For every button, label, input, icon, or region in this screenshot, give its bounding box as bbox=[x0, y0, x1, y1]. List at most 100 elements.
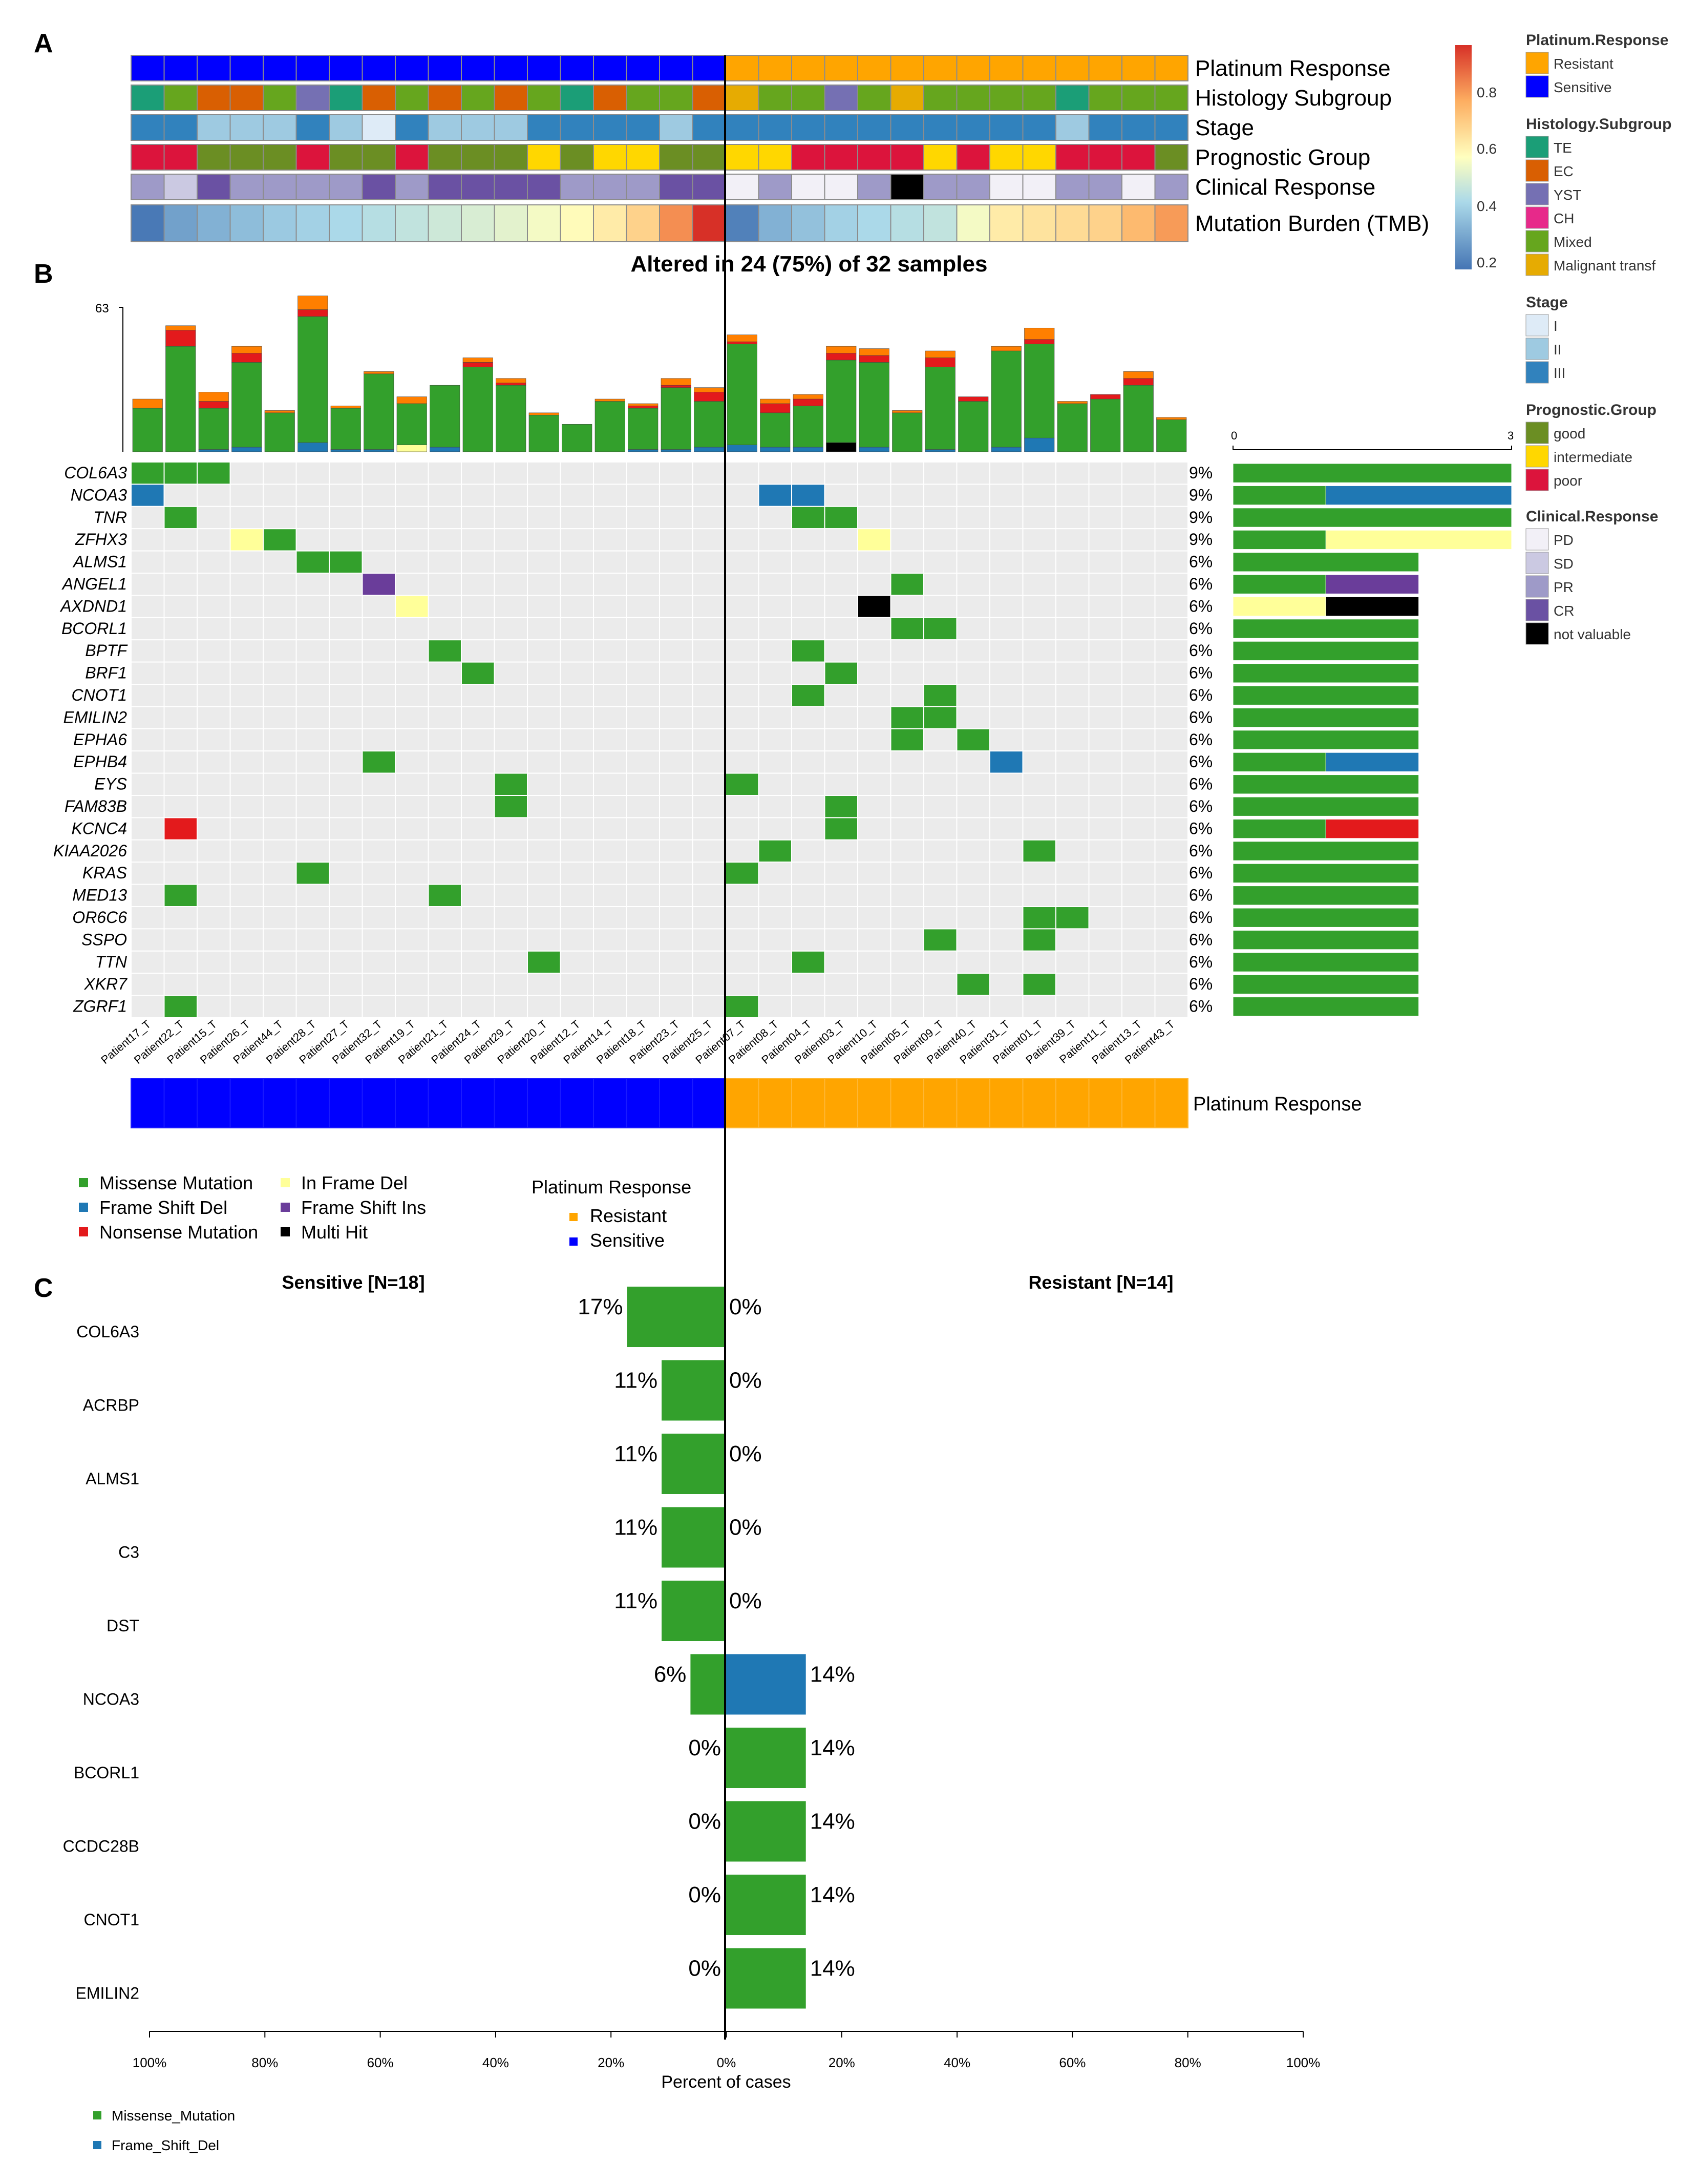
empty-cell bbox=[560, 928, 594, 952]
annotation-cell-stage bbox=[857, 114, 891, 141]
empty-cell bbox=[527, 661, 561, 685]
empty-cell bbox=[989, 617, 1024, 641]
empty-cell bbox=[362, 728, 396, 752]
empty-cell bbox=[295, 772, 330, 796]
annotation-cell-histology bbox=[758, 85, 792, 111]
mutation-cell bbox=[857, 595, 891, 618]
comparison-x-tick-label: 100% bbox=[1286, 2055, 1321, 2070]
empty-cell bbox=[725, 817, 759, 841]
empty-cell bbox=[1088, 950, 1122, 974]
empty-cell bbox=[1088, 506, 1122, 530]
annotation-cell-tmb bbox=[428, 204, 462, 242]
tmb-scale-bar bbox=[1455, 45, 1472, 269]
empty-cell bbox=[263, 728, 297, 752]
legend-label: PD bbox=[1554, 532, 1574, 548]
empty-cell bbox=[989, 684, 1024, 707]
empty-cell bbox=[626, 595, 660, 618]
annotation-cell-histology bbox=[263, 85, 297, 111]
empty-cell bbox=[791, 595, 825, 618]
empty-cell bbox=[263, 684, 297, 707]
empty-cell bbox=[263, 706, 297, 729]
empty-cell bbox=[163, 484, 198, 507]
bottom-track-cell bbox=[395, 1078, 429, 1128]
empty-cell bbox=[692, 550, 726, 574]
empty-cell bbox=[263, 506, 297, 530]
bottom-track-cell bbox=[692, 1078, 726, 1128]
gene-label: XKR7 bbox=[83, 975, 128, 993]
empty-cell bbox=[1154, 550, 1188, 574]
empty-cell bbox=[1154, 484, 1188, 507]
empty-cell bbox=[758, 884, 792, 907]
comparison-gene-label: C3 bbox=[118, 1543, 139, 1562]
platinum-legend-title: Platinum Response bbox=[532, 1177, 691, 1198]
empty-cell bbox=[329, 617, 363, 641]
annotation-cell-platinum bbox=[527, 55, 561, 81]
side-bar-segment bbox=[1233, 663, 1419, 683]
legend-swatch bbox=[1525, 528, 1549, 551]
empty-cell bbox=[824, 461, 858, 485]
bottom-track-cell bbox=[1088, 1078, 1122, 1128]
comparison-legend-label: Missense_Mutation bbox=[112, 2108, 235, 2124]
annotation-cell-platinum bbox=[494, 55, 528, 81]
annotation-cell-tmb bbox=[395, 204, 429, 242]
empty-cell bbox=[1022, 550, 1056, 574]
empty-cell bbox=[989, 639, 1024, 663]
empty-cell bbox=[923, 461, 958, 485]
comparison-x-tick-label: 80% bbox=[251, 2055, 278, 2070]
empty-cell bbox=[395, 772, 429, 796]
empty-cell bbox=[1121, 839, 1156, 863]
legend-label: CH bbox=[1554, 211, 1574, 226]
tmb-bar-segment bbox=[496, 385, 526, 452]
empty-cell bbox=[824, 995, 858, 1018]
side-bar-segment bbox=[1233, 752, 1326, 772]
empty-cell bbox=[1055, 728, 1090, 752]
empty-cell bbox=[163, 661, 198, 685]
empty-cell bbox=[758, 928, 792, 952]
empty-cell bbox=[229, 906, 264, 930]
empty-cell bbox=[494, 862, 528, 885]
annotation-cell-tmb bbox=[1154, 204, 1188, 242]
empty-cell bbox=[626, 484, 660, 507]
tmb-bar-segment bbox=[793, 447, 823, 452]
mutation-cell bbox=[923, 617, 958, 641]
empty-cell bbox=[1088, 817, 1122, 841]
side-bar-segment bbox=[1233, 463, 1512, 483]
annotation-cell-platinum bbox=[725, 55, 759, 81]
empty-cell bbox=[329, 884, 363, 907]
mutation-cell bbox=[1055, 906, 1090, 930]
empty-cell bbox=[890, 973, 924, 996]
empty-cell bbox=[362, 506, 396, 530]
annotation-cell-platinum bbox=[956, 55, 990, 81]
gene-label: ZFHX3 bbox=[75, 530, 128, 549]
empty-cell bbox=[824, 684, 858, 707]
legend-swatch bbox=[1525, 52, 1549, 74]
tmb-bar-segment bbox=[1090, 398, 1121, 452]
bottom-track-cell bbox=[593, 1078, 627, 1128]
annotation-track-label: Mutation Burden (TMB) bbox=[1195, 211, 1429, 236]
bottom-track-cell bbox=[791, 1078, 825, 1128]
empty-cell bbox=[989, 950, 1024, 974]
annotation-cell-histology bbox=[1055, 85, 1090, 111]
empty-cell bbox=[131, 506, 165, 530]
resistant-value-label: 14% bbox=[810, 1809, 855, 1834]
empty-cell bbox=[956, 862, 990, 885]
legend-swatch bbox=[1525, 422, 1549, 444]
empty-cell bbox=[295, 617, 330, 641]
bottom-track-label: Platinum Response bbox=[1193, 1094, 1362, 1115]
empty-cell bbox=[923, 884, 958, 907]
annotation-cell-clinical bbox=[1055, 174, 1090, 200]
empty-cell bbox=[857, 795, 891, 818]
empty-cell bbox=[626, 906, 660, 930]
empty-cell bbox=[395, 728, 429, 752]
mutation-cell bbox=[163, 884, 198, 907]
empty-cell bbox=[560, 750, 594, 774]
empty-cell bbox=[295, 817, 330, 841]
gene-percent: 6% bbox=[1189, 553, 1213, 571]
empty-cell bbox=[1022, 617, 1056, 641]
empty-cell bbox=[692, 684, 726, 707]
empty-cell bbox=[626, 550, 660, 574]
empty-cell bbox=[758, 973, 792, 996]
empty-cell bbox=[527, 639, 561, 663]
bottom-track-cell bbox=[560, 1078, 594, 1128]
mutation-cell bbox=[1022, 973, 1056, 996]
